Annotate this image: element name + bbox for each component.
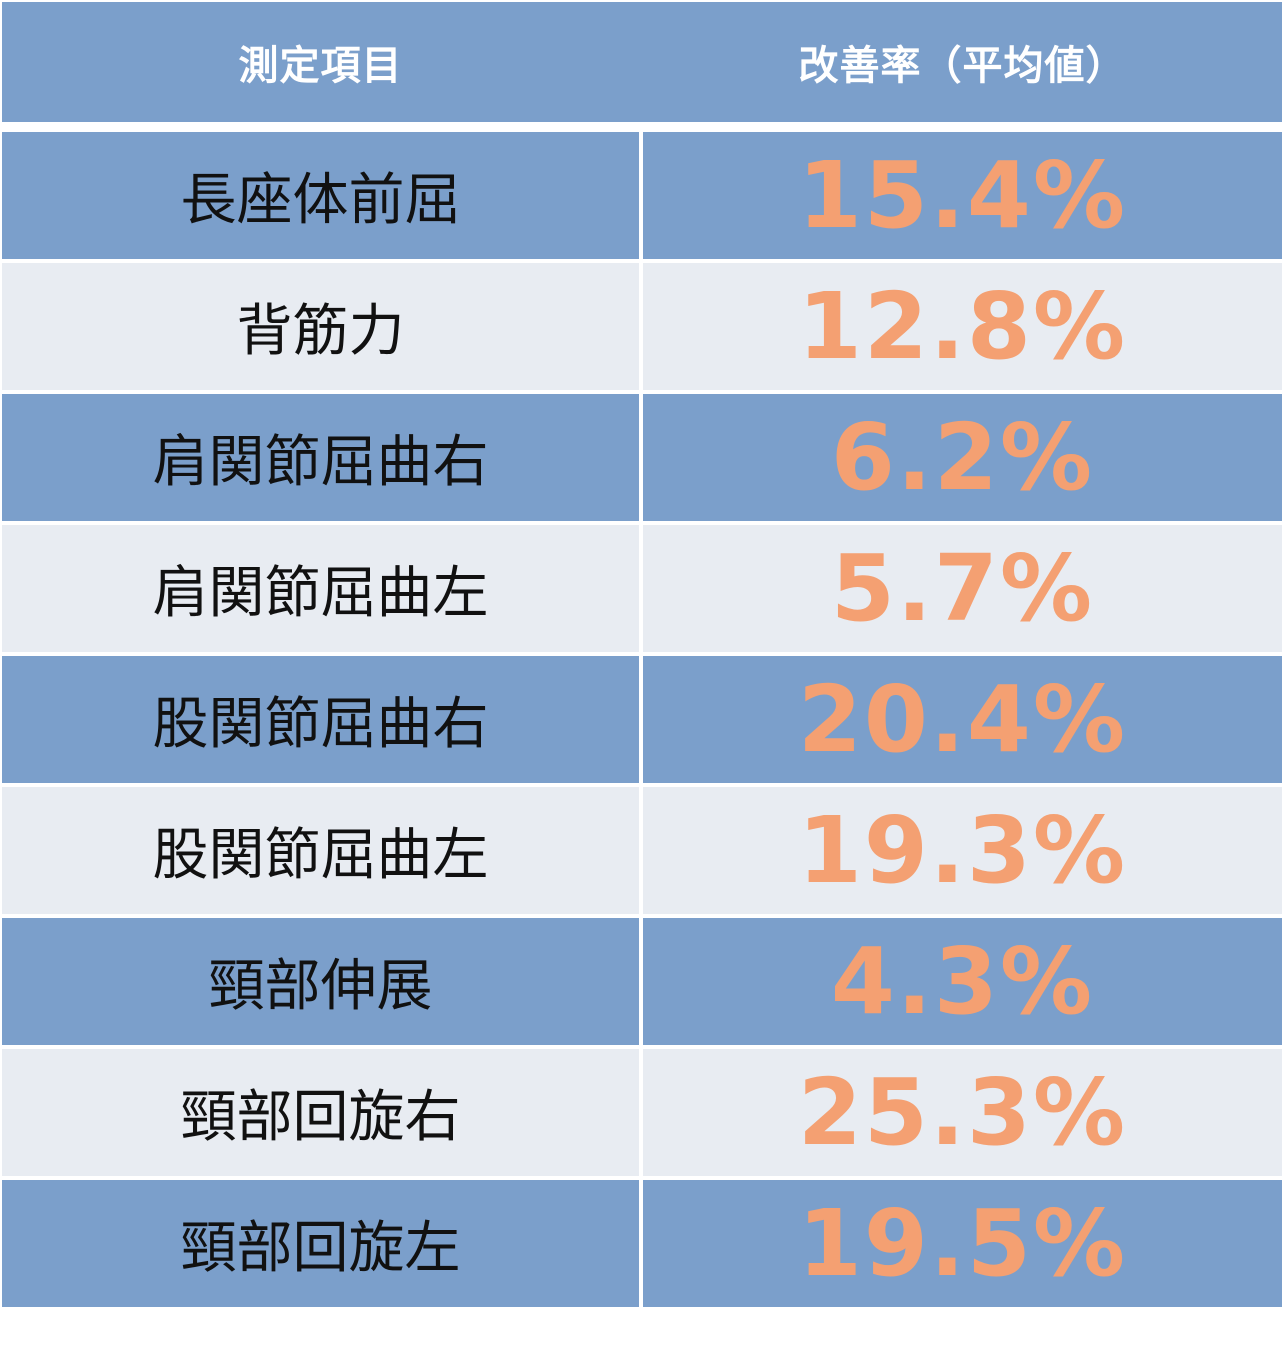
column-divider [639, 263, 643, 390]
rate-value: 15.4% [797, 142, 1128, 249]
item-label: 頸部伸展 [208, 954, 433, 1019]
column-divider [639, 2, 643, 122]
header-item-column: 測定項目 [2, 2, 639, 122]
column-divider [639, 132, 643, 259]
item-label: 肩関節屈曲右 [152, 430, 489, 495]
item-label: 背筋力 [236, 299, 405, 364]
column-divider [639, 918, 643, 1045]
rate-value: 12.8% [797, 273, 1128, 380]
item-label: 頸部回旋左 [180, 1216, 461, 1281]
item-label: 肩関節屈曲左 [152, 561, 489, 626]
improvement-rate-table: 測定項目 改善率（平均値） 長座体前屈 15.4% 背筋力 12.8% 肩関節屈… [2, 2, 1282, 1311]
rate-value: 6.2% [830, 404, 1095, 511]
column-divider [639, 525, 643, 652]
rate-value: 19.5% [797, 1190, 1128, 1297]
column-divider [639, 1049, 643, 1176]
column-divider [639, 787, 643, 914]
header-divider [2, 122, 1282, 132]
rate-value: 5.7% [830, 535, 1095, 642]
item-label: 長座体前屈 [180, 168, 461, 233]
item-label: 頸部回旋右 [180, 1085, 461, 1150]
column-divider [639, 1180, 643, 1307]
rate-value: 20.4% [797, 666, 1128, 773]
item-label: 股関節屈曲左 [152, 823, 489, 888]
rate-value: 19.3% [797, 797, 1128, 904]
header-rate-column: 改善率（平均値） [643, 2, 1282, 122]
rate-value: 25.3% [797, 1059, 1128, 1166]
item-label: 股関節屈曲右 [152, 692, 489, 757]
rate-value: 4.3% [830, 928, 1095, 1035]
column-divider [639, 394, 643, 521]
column-divider [639, 656, 643, 783]
